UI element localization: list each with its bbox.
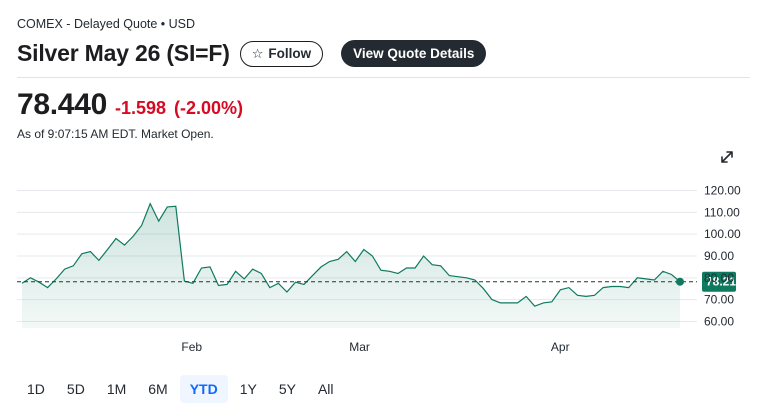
y-tick-label: 70.00: [704, 293, 734, 307]
y-tick-label: 90.00: [704, 249, 734, 263]
header-divider: [17, 77, 750, 78]
range-6m[interactable]: 6M: [148, 381, 168, 397]
y-tick-label: 110.00: [704, 205, 740, 219]
chart-line: [21, 202, 681, 307]
range-1d[interactable]: 1D: [27, 381, 45, 397]
star-icon: ☆: [251, 45, 264, 61]
y-tick-label: 80.00: [704, 271, 734, 285]
price-row: 78.440 -1.598 (-2.00%): [17, 88, 243, 122]
title-row: Silver May 26 (SI=F) ☆ Follow View Quote…: [17, 40, 487, 67]
price-change-percent: (-2.00%): [174, 98, 244, 118]
range-selector: 1D 5D 1M 6M YTD 1Y 5Y All: [17, 375, 346, 403]
range-5y[interactable]: 5Y: [278, 381, 296, 397]
view-quote-details-button[interactable]: View Quote Details: [341, 40, 487, 67]
quote-title: Silver May 26 (SI=F): [17, 40, 230, 66]
last-price-badge: 78.21: [702, 271, 736, 292]
exchange-info: COMEX - Delayed Quote • USD: [17, 17, 196, 31]
x-tick-label: Feb: [181, 340, 202, 354]
y-axis: 60.00 70.00 80.00 90.00 100.00 110.00 120.00: [704, 184, 741, 329]
y-tick-label: 120.00: [704, 184, 741, 198]
expand-icon[interactable]: [718, 148, 736, 166]
last-price-label: 78.21: [706, 275, 736, 289]
y-tick-label: 100.00: [704, 227, 741, 241]
last-price-dot: [676, 277, 684, 286]
price-change: -1.598: [114, 98, 167, 118]
as-of-timestamp: As of 9:07:15 AM EDT. Market Open.: [17, 127, 214, 141]
range-5d[interactable]: 5D: [66, 381, 85, 397]
range-1m[interactable]: 1M: [106, 381, 127, 397]
chart-area: [22, 203, 680, 328]
y-tick-label: 60.00: [704, 314, 734, 328]
x-axis: Feb Mar Apr: [181, 340, 569, 354]
follow-label: Follow: [268, 46, 312, 61]
range-ytd[interactable]: YTD: [179, 375, 228, 403]
range-1y[interactable]: 1Y: [239, 381, 257, 397]
price-chart: 78.21 60.00 70.00 80.00 90.00 100.00 110.00 12…: [17, 184, 741, 354]
current-price: 78.440: [17, 88, 107, 121]
x-tick-label: Apr: [551, 340, 570, 354]
x-tick-label: Mar: [349, 340, 370, 354]
follow-button[interactable]: ☆ Follow: [239, 40, 324, 67]
range-all[interactable]: All: [317, 381, 334, 397]
